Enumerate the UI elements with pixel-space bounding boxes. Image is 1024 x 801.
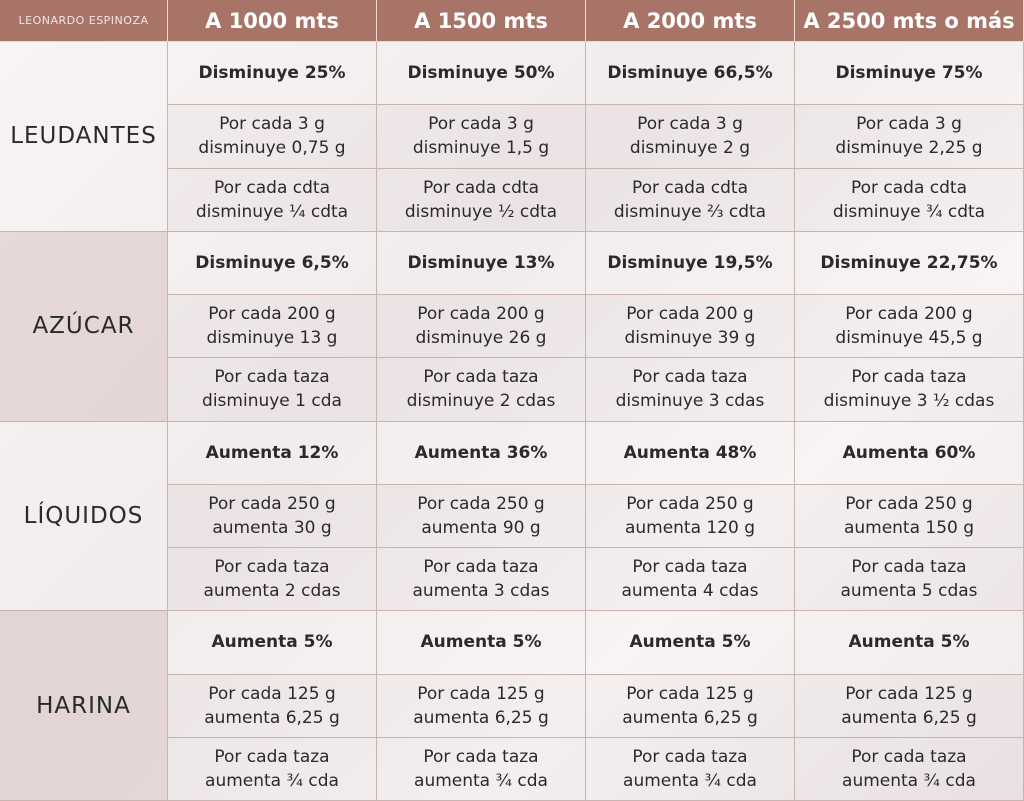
section-label: LEUDANTES [0, 42, 168, 232]
table-cell: Por cada 125 g aumenta 6,25 g [377, 674, 586, 738]
table-cell: Por cada 250 g aumenta 30 g [168, 484, 377, 548]
column-header: A 1500 mts [377, 0, 586, 42]
table-cell: Por cada 3 g disminuye 2,25 g [795, 105, 1024, 169]
table-cell: Por cada taza disminuye 2 cdas [377, 358, 586, 422]
column-header: A 2500 mts o más [795, 0, 1024, 42]
table-cell: Por cada taza disminuye 3 cdas [586, 358, 795, 422]
column-header: A 2000 mts [586, 0, 795, 42]
table-cell: Disminuye 75% [795, 42, 1024, 106]
table-cell: Por cada 250 g aumenta 90 g [377, 484, 586, 548]
table-cell: Por cada 200 g disminuye 26 g [377, 295, 586, 359]
table-cell: Disminuye 13% [377, 231, 586, 295]
table-cell: Por cada cdta disminuye ⅔ cdta [586, 168, 795, 232]
brand: LEONARDO ESPINOZA [0, 0, 168, 42]
table-cell: Por cada 125 g aumenta 6,25 g [168, 674, 377, 738]
table-cell: Aumenta 5% [795, 611, 1024, 675]
table-cell: Por cada taza aumenta 5 cdas [795, 548, 1024, 612]
table-cell: Aumenta 60% [795, 421, 1024, 485]
table-cell: Disminuye 66,5% [586, 42, 795, 106]
table-cell: Por cada 3 g disminuye 0,75 g [168, 105, 377, 169]
table-cell: Por cada taza aumenta ¾ cda [795, 737, 1024, 801]
table-cell: Por cada 125 g aumenta 6,25 g [586, 674, 795, 738]
table-cell: Por cada 250 g aumenta 120 g [586, 484, 795, 548]
table-cell: Aumenta 48% [586, 421, 795, 485]
table-cell: Por cada 200 g disminuye 45,5 g [795, 295, 1024, 359]
column-header: A 1000 mts [168, 0, 377, 42]
table-cell: Por cada taza disminuye 3 ½ cdas [795, 358, 1024, 422]
table-cell: Aumenta 5% [377, 611, 586, 675]
section-label: AZÚCAR [0, 231, 168, 422]
table-cell: Por cada 3 g disminuye 2 g [586, 105, 795, 169]
table-cell: Por cada cdta disminuye ½ cdta [377, 168, 586, 232]
table-cell: Aumenta 36% [377, 421, 586, 485]
table-cell: Por cada 200 g disminuye 39 g [586, 295, 795, 359]
table-cell: Disminuye 25% [168, 42, 377, 106]
table-cell: Por cada taza aumenta 3 cdas [377, 548, 586, 612]
table-cell: Disminuye 50% [377, 42, 586, 106]
table-cell: Aumenta 5% [168, 611, 377, 675]
table-cell: Por cada taza aumenta 4 cdas [586, 548, 795, 612]
table-cell: Por cada 3 g disminuye 1,5 g [377, 105, 586, 169]
table-cell: Por cada taza aumenta ¾ cda [377, 737, 586, 801]
table-cell: Por cada 200 g disminuye 13 g [168, 295, 377, 359]
table-cell: Por cada taza aumenta 2 cdas [168, 548, 377, 612]
table-cell: Por cada 250 g aumenta 150 g [795, 484, 1024, 548]
table-cell: Por cada taza aumenta ¾ cda [586, 737, 795, 801]
table-cell: Aumenta 12% [168, 421, 377, 485]
table-cell: Por cada cdta disminuye ¼ cdta [168, 168, 377, 232]
table-cell: Disminuye 19,5% [586, 231, 795, 295]
table-cell: Por cada cdta disminuye ¾ cdta [795, 168, 1024, 232]
table-cell: Disminuye 22,75% [795, 231, 1024, 295]
table-cell: Por cada taza disminuye 1 cda [168, 358, 377, 422]
table-cell: Por cada 125 g aumenta 6,25 g [795, 674, 1024, 738]
section-label: HARINA [0, 611, 168, 801]
table-cell: Aumenta 5% [586, 611, 795, 675]
table-cell: Por cada taza aumenta ¾ cda [168, 737, 377, 801]
table-cell: Disminuye 6,5% [168, 231, 377, 295]
section-label: LÍQUIDOS [0, 421, 168, 612]
